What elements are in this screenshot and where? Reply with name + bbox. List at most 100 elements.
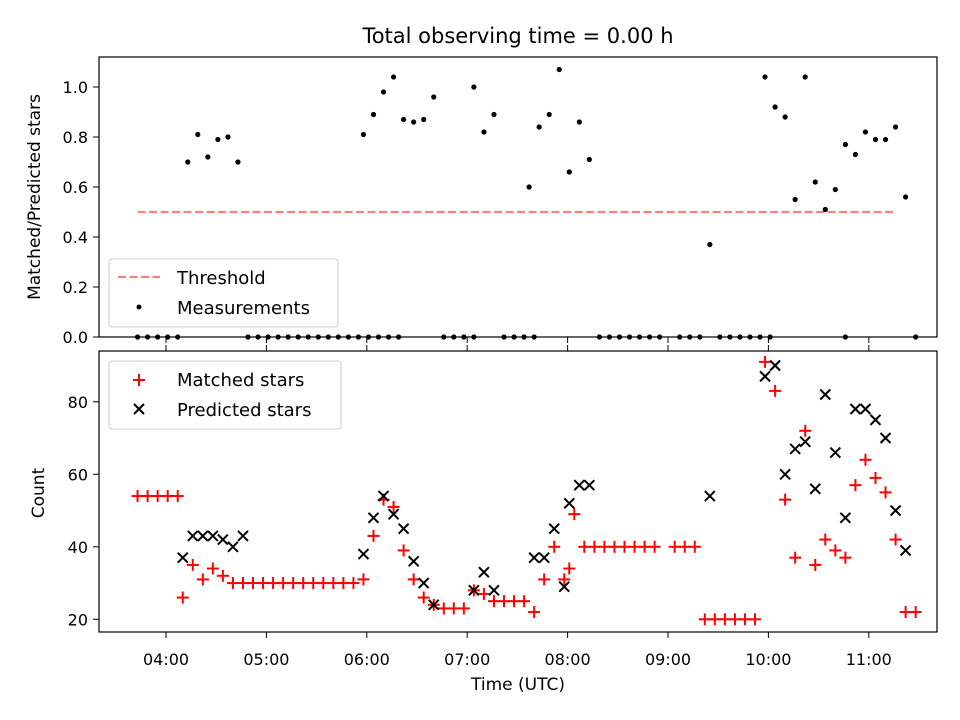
predicted-stars-point — [789, 443, 801, 455]
measurement-point — [792, 196, 798, 203]
predicted-stars-point — [367, 512, 380, 524]
matched-stars-point — [698, 613, 711, 626]
matched-stars-point — [538, 573, 551, 586]
predicted-stars-point — [583, 479, 596, 491]
matched-stars-point — [598, 540, 611, 553]
matched-stars-point — [457, 602, 470, 615]
matched-stars-point — [397, 544, 410, 557]
predicted-stars-point — [538, 551, 550, 564]
top-axes-frame — [98, 56, 938, 338]
measurements-legend-swatch — [136, 304, 142, 310]
matched-stars-point — [327, 577, 340, 590]
predicted-stars-legend-label: Predicted stars — [177, 400, 311, 421]
x-axis-label: Time (UTC) — [470, 675, 565, 695]
measurement-point — [546, 111, 552, 118]
measurement-point — [762, 74, 768, 80]
measurement-point — [892, 124, 899, 130]
measurement-point — [862, 129, 869, 135]
matched-stars-point — [407, 573, 420, 586]
x-tick-label: 05:00 — [243, 650, 289, 669]
predicted-stars-point — [704, 490, 716, 502]
predicted-stars-point — [488, 584, 500, 597]
bottom-legend-box — [108, 360, 342, 430]
measurement-point — [235, 159, 241, 165]
matched-stars-point — [728, 613, 741, 626]
x-tick-label: 10:00 — [745, 650, 791, 669]
predicted-stars-point — [468, 584, 480, 597]
predicted-stars-point — [207, 530, 219, 542]
measurement-point — [205, 154, 211, 160]
x-tick-label: 08:00 — [545, 650, 591, 669]
matched-stars-point — [869, 471, 882, 484]
predicted-stars-legend-swatch — [133, 403, 145, 415]
top-y-tick-label: 0.8 — [63, 128, 88, 147]
matched-stars-point — [899, 606, 912, 619]
matched-stars-point — [799, 424, 812, 437]
matched-stars-point — [367, 529, 380, 542]
matched-stars-point — [819, 533, 832, 546]
matched-stars-point — [628, 540, 641, 553]
measurement-point — [421, 116, 427, 123]
measurement-point — [812, 179, 818, 185]
x-tick-label: 07:00 — [444, 650, 490, 669]
predicted-stars-point — [357, 548, 370, 560]
predicted-stars-point — [237, 530, 249, 542]
matched-stars-point — [889, 533, 902, 546]
matched-stars-point — [909, 606, 922, 619]
matched-stars-point — [779, 493, 792, 506]
measurement-point — [802, 74, 808, 80]
matched-stars-point — [131, 490, 144, 503]
matched-stars-point — [839, 551, 852, 564]
matched-stars-point — [307, 577, 320, 590]
predicted-stars-point — [869, 414, 882, 426]
matched-stars-point — [749, 613, 762, 626]
matched-stars-point — [759, 355, 772, 368]
measurement-point — [411, 119, 417, 125]
matched-stars-point — [206, 562, 219, 575]
predicted-stars-point — [759, 370, 771, 383]
measurement-point — [225, 134, 231, 140]
matched-stars-point — [257, 577, 270, 590]
top-y-tick-label: 0.0 — [63, 328, 88, 347]
measurement-point — [526, 184, 532, 190]
matched-stars-point — [588, 540, 601, 553]
predicted-stars-point — [177, 551, 189, 564]
top-y-tick-label: 0.4 — [63, 228, 88, 247]
threshold-legend-label: Threshold — [176, 268, 266, 289]
matched-stars-point — [859, 453, 872, 466]
predicted-stars-point — [187, 530, 199, 542]
matched-stars-point — [417, 591, 430, 604]
predicted-stars-point — [779, 468, 791, 480]
x-tick-label: 04:00 — [143, 650, 189, 669]
matched-stars-point — [568, 508, 581, 521]
top-y-axis: 0.0 0.2 0.4 0.6 0.8 1.0 — [63, 78, 870, 347]
predicted-stars-point — [829, 446, 842, 459]
measurement-point — [370, 111, 377, 118]
matched-stars-point — [176, 591, 189, 604]
measurement-point — [576, 119, 582, 125]
matched-stars-point — [518, 595, 531, 608]
measurement-point — [772, 104, 778, 110]
measurement-point — [536, 124, 542, 130]
matched-stars-point — [226, 577, 239, 590]
matched-stars-point — [829, 544, 842, 557]
figure-title: Total observing time = 0.00 h — [361, 24, 673, 48]
matched-stars-point — [347, 577, 360, 590]
matched-stars-point — [277, 577, 290, 590]
matched-stars-point — [297, 577, 310, 590]
measurement-point — [852, 151, 859, 158]
bottom-panel: 20 40 60 80 04:00 05:00 06:00 07:00 08:00 09:00 10… — [29, 345, 938, 695]
predicted-stars-point — [197, 530, 209, 542]
x-tick-label: 09:00 — [645, 650, 691, 669]
matched-stars-point — [678, 540, 691, 553]
matched-stars-point — [738, 613, 751, 626]
measurement-point — [360, 131, 367, 138]
measurement-point — [707, 241, 713, 248]
matched-stars-point — [558, 573, 571, 586]
bottom-axes: 20 40 60 80 04:00 05:00 06:00 07:00 08:00 09:00 10… — [68, 345, 892, 669]
predicted-stars-point — [478, 566, 490, 578]
bottom-y-tick-label: 60 — [68, 465, 88, 484]
measurement-point — [822, 206, 828, 213]
matched-stars-legend-swatch — [133, 374, 145, 386]
